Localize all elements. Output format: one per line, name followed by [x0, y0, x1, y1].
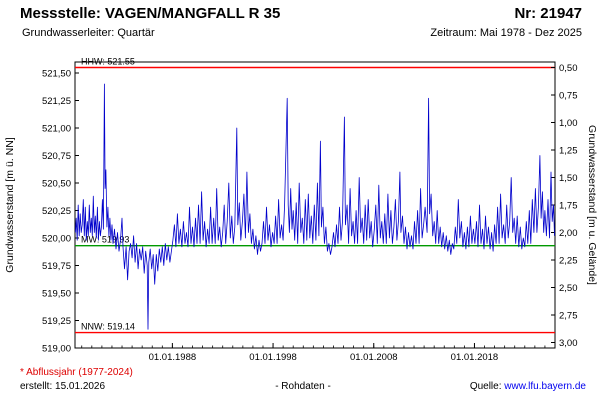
left-axis-tick-label: 521,00	[42, 124, 71, 135]
footer-row: erstellt: 15.01.2026 - Rohdaten - Quelle…	[20, 381, 586, 392]
refline-label-hhw: HHW: 521.55	[81, 57, 135, 67]
source-label: Quelle:	[469, 381, 502, 392]
left-axis-tick-label: 519,25	[42, 316, 71, 327]
left-axis-tick-label: 521,25	[42, 96, 71, 107]
created-label: erstellt: 15.01.2026	[20, 381, 106, 392]
series-rohdaten	[75, 83, 555, 330]
left-axis-title: Grundwasserstand [m ü. NN]	[4, 137, 16, 272]
x-axis-tick-label: 01.01.1998	[249, 352, 297, 363]
left-axis-tick-label: 519,75	[42, 261, 71, 272]
source-link[interactable]: www.lfu.bayern.de	[504, 381, 586, 392]
left-axis-tick-label: 519,50	[42, 289, 71, 300]
right-axis-tick-label: 1,75	[559, 201, 578, 212]
right-axis-tick-label: 0,50	[559, 63, 578, 74]
left-axis-tick-label: 520,25	[42, 206, 71, 217]
left-axis-tick-label: 520,50	[42, 179, 71, 190]
refline-label-nnw: NNW: 519.14	[81, 322, 135, 332]
right-axis-tick-label: 2,25	[559, 256, 578, 267]
right-axis-tick-label: 2,75	[559, 311, 578, 322]
left-axis-tick-label: 519,00	[42, 344, 71, 355]
left-axis-tick-label: 520,75	[42, 151, 71, 162]
rohdaten-label: - Rohdaten -	[275, 381, 331, 392]
station-number: Nr: 21947	[514, 5, 582, 22]
right-axis-tick-label: 2,00	[559, 228, 578, 239]
right-axis-tick-label: 1,50	[559, 173, 578, 184]
subheader-row: Grundwasserleiter: Quartär Zeitraum: Mai…	[22, 27, 582, 39]
refline-label-mw: MW: 519.93	[81, 235, 129, 245]
plot-frame	[74, 61, 556, 349]
right-axis-title: Grundwasserstand [m u. Gelände]	[586, 125, 598, 285]
left-axis-tick-label: 520,00	[42, 234, 71, 245]
header-row: Messstelle: VAGEN/MANGFALL R 35 Nr: 2194…	[20, 5, 582, 22]
x-axis-tick-label: 01.01.1988	[149, 352, 197, 363]
source: Quelle: www.lfu.bayern.de	[470, 381, 586, 392]
aquifer-label: Grundwasserleiter: Quartär	[22, 27, 155, 39]
right-axis-tick-label: 0,75	[559, 91, 578, 102]
right-axis-tick-label: 2,50	[559, 283, 578, 294]
left-axis-tick-label: 521,50	[42, 69, 71, 80]
x-axis-tick-label: 01.01.2018	[451, 352, 499, 363]
period-label: Zeitraum: Mai 1978 - Dez 2025	[430, 27, 582, 39]
x-axis-tick-label: 01.01.2008	[350, 352, 398, 363]
right-axis-tick-label: 1,25	[559, 146, 578, 157]
page-title: Messstelle: VAGEN/MANGFALL R 35	[20, 5, 281, 22]
right-axis-tick-label: 1,00	[559, 118, 578, 129]
right-axis-tick-label: 3,00	[559, 338, 578, 349]
footnote-abflussjahr: * Abflussjahr (1977-2024)	[20, 367, 133, 378]
